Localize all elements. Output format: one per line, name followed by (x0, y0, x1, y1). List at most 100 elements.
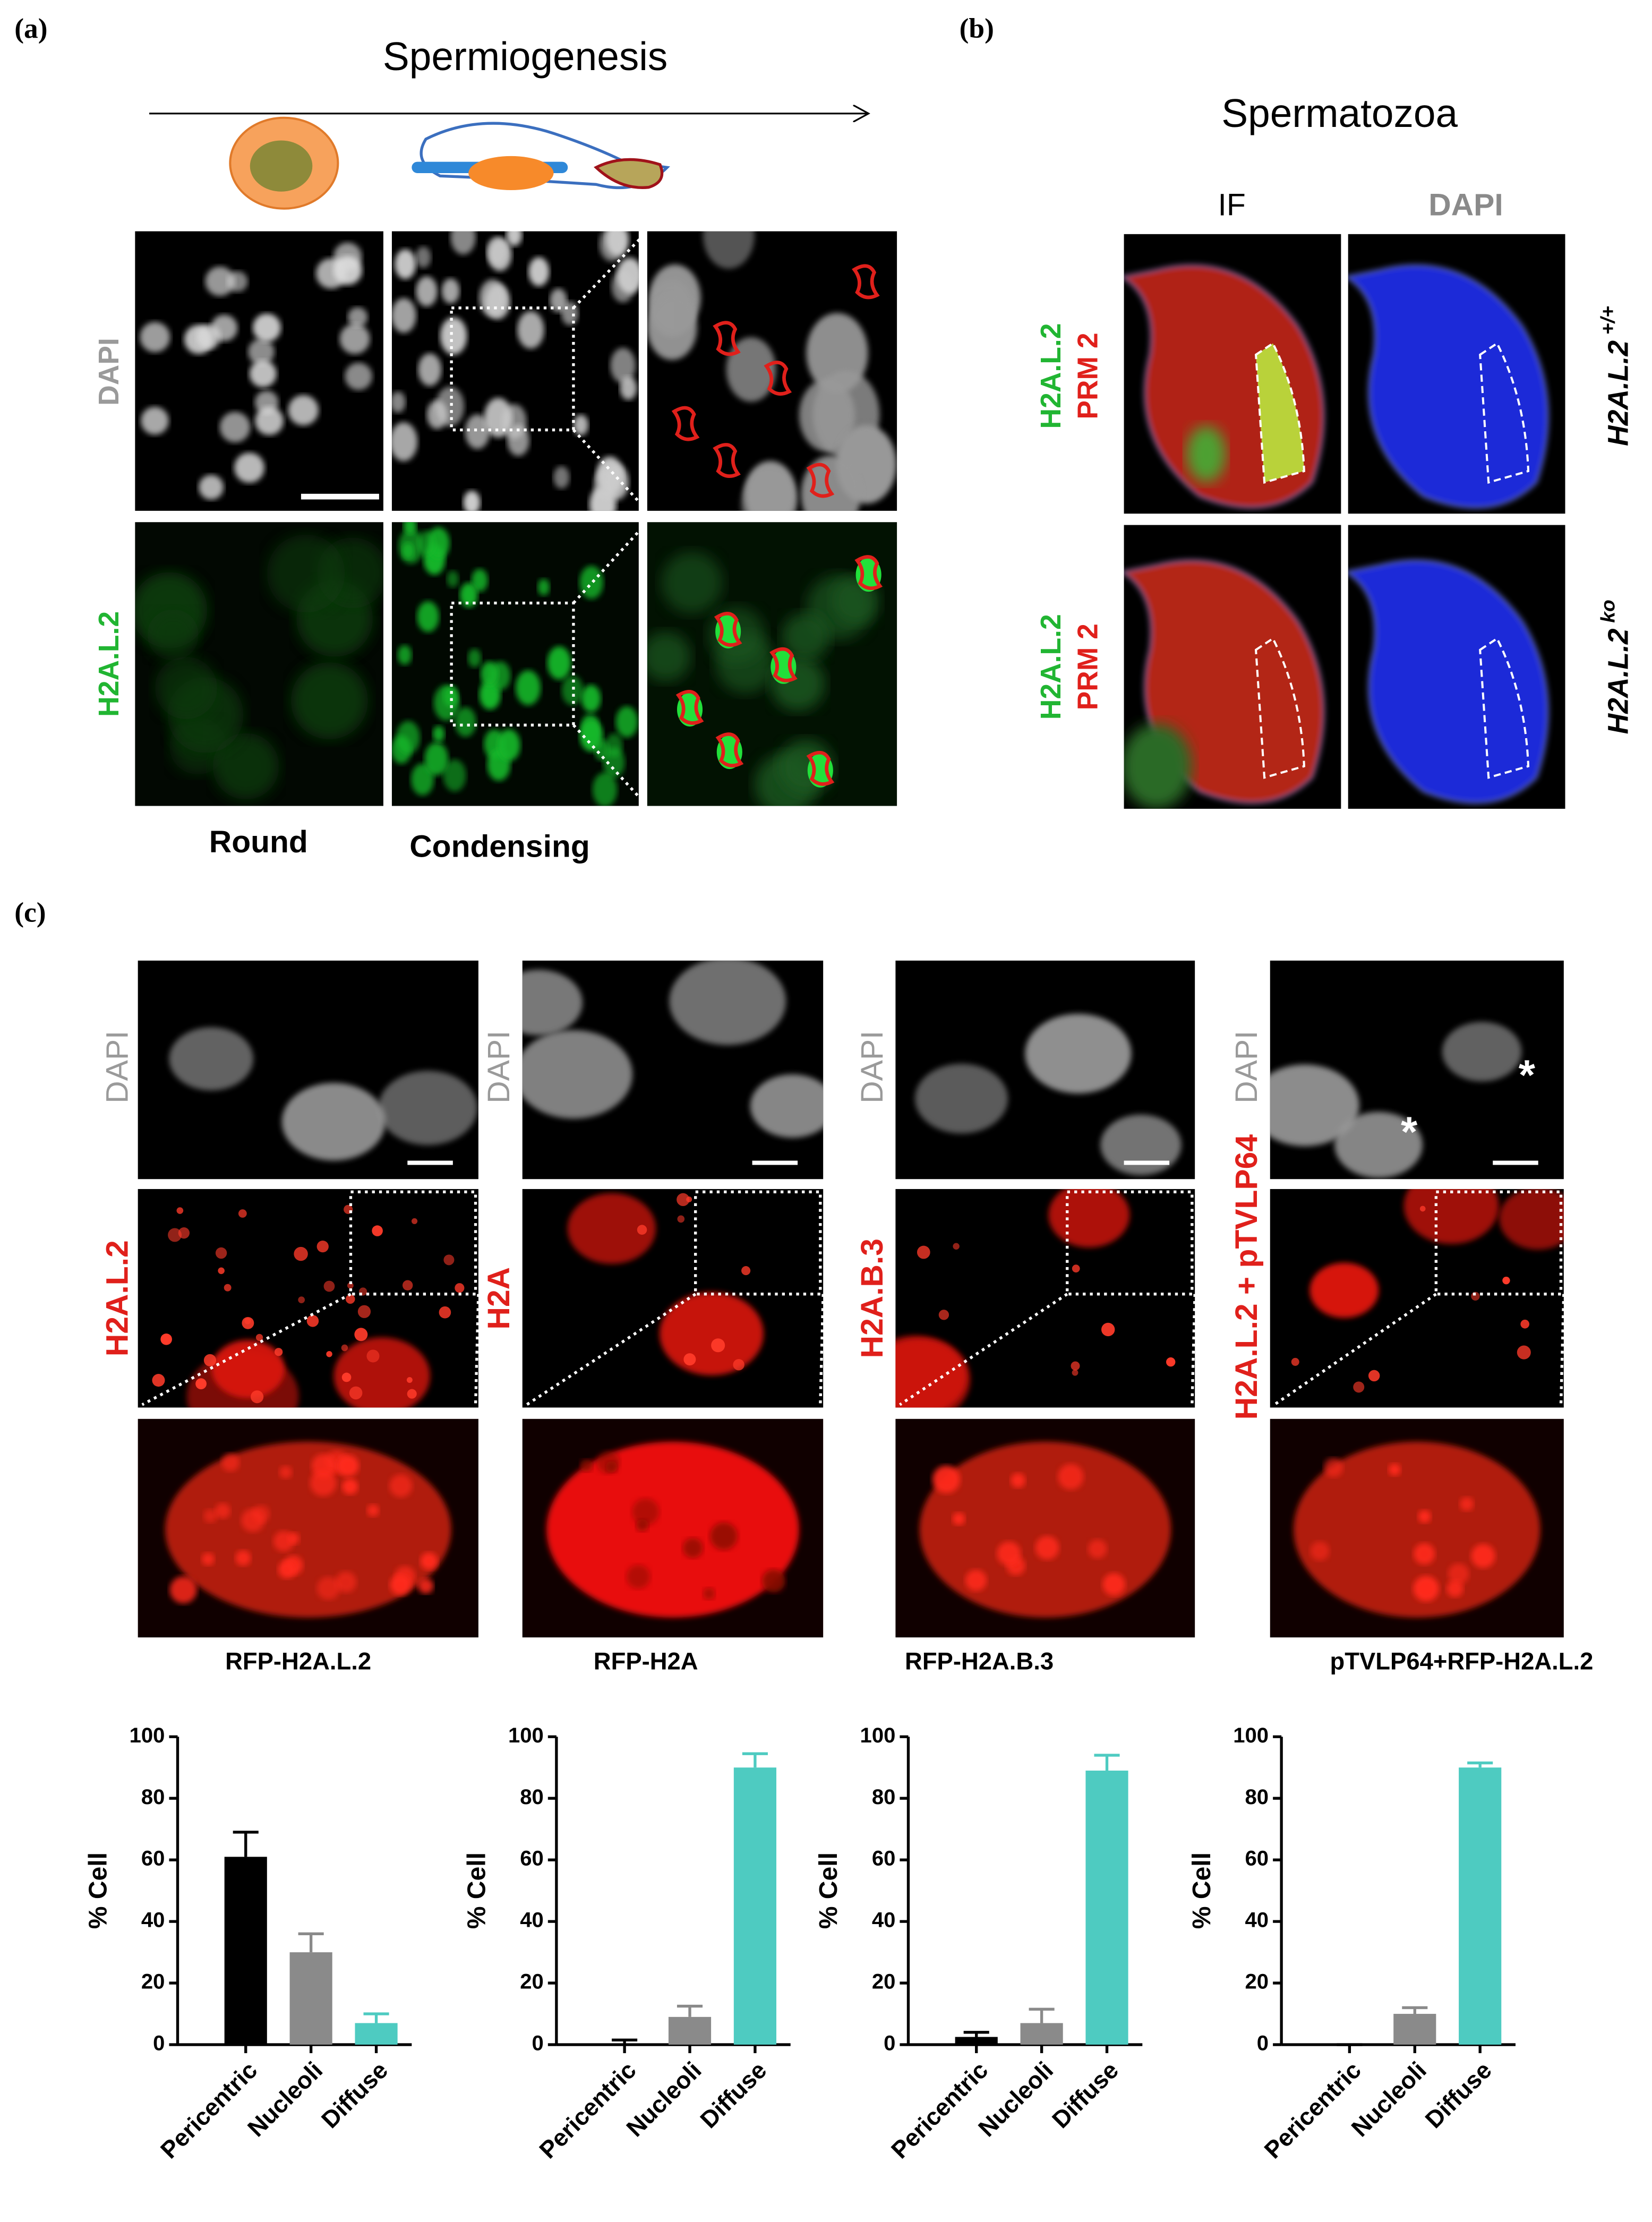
row-label: H2A.B.3 (855, 1238, 889, 1358)
nucleus (468, 648, 482, 668)
bar (1393, 2014, 1436, 2045)
nucleus (953, 1243, 960, 1250)
nucleus (152, 1374, 165, 1387)
nucleus (703, 231, 755, 269)
nucleus (326, 1351, 332, 1357)
y-tick-label: 80 (1245, 1785, 1269, 1809)
nucleus (395, 249, 416, 279)
nucleus (316, 1240, 329, 1253)
nucleus (567, 1193, 656, 1264)
row-label: DAPI (93, 338, 125, 406)
nucleus (1403, 1189, 1499, 1244)
stain-label: H2A.L.2 (1035, 614, 1067, 720)
zoom-line (526, 1293, 697, 1406)
nucleus (632, 1498, 660, 1526)
nucleus (420, 1552, 438, 1570)
nucleus (1324, 1458, 1343, 1477)
nucleus (349, 1386, 363, 1400)
nucleus (415, 246, 431, 268)
nucleus (1291, 1357, 1299, 1366)
acrosome-outline (1479, 341, 1530, 484)
nucleus (366, 1504, 380, 1517)
scale-bar (752, 1160, 798, 1165)
scale-bar (301, 493, 379, 500)
nucleus (253, 313, 281, 342)
nucleus (203, 1509, 217, 1523)
nucleus (1102, 1573, 1125, 1596)
nucleus (1368, 1370, 1380, 1382)
nucleus (199, 475, 224, 500)
nucleus (932, 1465, 961, 1493)
nucleus (178, 1227, 190, 1239)
nucleus (455, 1283, 465, 1293)
zoom-nucleus (919, 1441, 1171, 1618)
nucleus (439, 1306, 451, 1319)
nucleus (1270, 1064, 1359, 1147)
nucleus (141, 407, 169, 435)
nucleus (433, 725, 445, 742)
images (135, 114, 1565, 1638)
column-label: DAPI (1428, 188, 1503, 223)
nucleus (278, 1560, 296, 1579)
nucleus (750, 1074, 824, 1138)
nucleus (580, 1459, 593, 1472)
nucleus (917, 1245, 930, 1259)
nucleus (522, 1030, 632, 1119)
row-label: H2A (482, 1267, 516, 1330)
micrograph-content (1291, 1189, 1564, 1393)
genotype-name: H2A.L.2 (1603, 340, 1634, 446)
nucleus (938, 1310, 949, 1320)
nucleus (1310, 1541, 1330, 1561)
nucleus-cartoon (250, 140, 313, 192)
acrosome-outline (1479, 637, 1530, 779)
outline (852, 264, 880, 300)
micrograph-content (647, 231, 897, 511)
nucleus (741, 1266, 751, 1276)
outline (714, 612, 742, 647)
nucleus (310, 1469, 337, 1496)
acrosome-outline (1254, 637, 1305, 779)
y-tick-label: 100 (860, 1724, 896, 1747)
nucleus (522, 970, 583, 1036)
y-tick-label: 40 (1245, 1909, 1269, 1932)
nucleus (710, 1522, 738, 1550)
nucleus (426, 400, 448, 429)
nucleus (406, 1377, 413, 1383)
y-tick-label: 100 (130, 1724, 165, 1747)
column-label: IF (1218, 188, 1246, 223)
nucleus (195, 1378, 207, 1390)
y-tick-label: 80 (141, 1785, 165, 1809)
nucleus (703, 1587, 715, 1600)
nucleus (603, 464, 629, 500)
nucleus (221, 1453, 239, 1472)
genotype-superscript: +/+ (1596, 306, 1619, 335)
column-label: Round (209, 825, 308, 859)
y-axis-label: % Cell (814, 1852, 843, 1929)
nucleus (465, 414, 490, 449)
nucleus (212, 733, 279, 800)
zoom-nucleus (1294, 1441, 1540, 1618)
nucleus (579, 566, 603, 599)
nucleus (255, 1334, 263, 1341)
nucleus (155, 656, 218, 720)
y-tick-label: 20 (872, 1970, 896, 1994)
nucleus (391, 422, 418, 462)
head-cartoon (594, 158, 664, 189)
nucleus (484, 398, 512, 438)
chart-title: RFP-H2A.B.3 (905, 1647, 1054, 1674)
bar (1459, 1767, 1502, 2045)
nucleus (592, 772, 618, 806)
micrograph-content (546, 1441, 799, 1618)
nucleus (211, 314, 238, 341)
nucleus (615, 706, 638, 738)
nucleus (1072, 1369, 1078, 1376)
nucleus (205, 266, 235, 296)
row-label: DAPI (100, 1031, 134, 1104)
nucleus (1035, 1536, 1059, 1560)
acrosome-outline (1254, 341, 1305, 484)
nucleus (997, 1541, 1021, 1566)
bar (955, 2037, 998, 2045)
nucleus (279, 1465, 293, 1479)
outline (675, 690, 704, 725)
